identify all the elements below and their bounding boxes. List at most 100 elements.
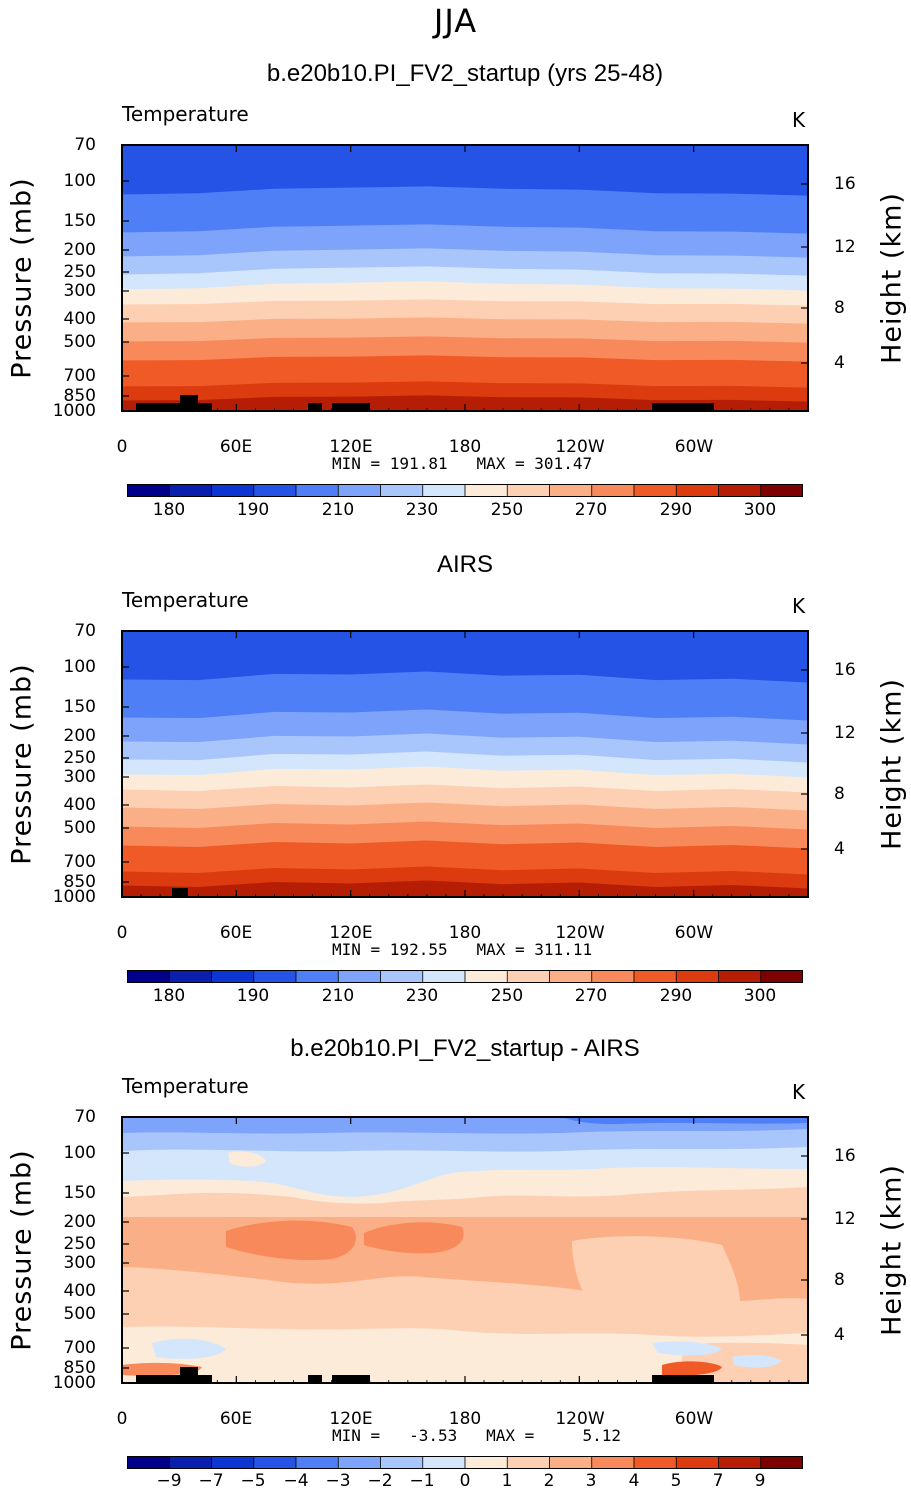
panel3-colorbar-label: 2: [543, 1471, 555, 1491]
panel2-colorbar-label: 210: [321, 986, 355, 1006]
colorbar-box: [127, 970, 170, 983]
panel2-colorbar-label: 190: [236, 986, 270, 1006]
panel2-pressure-tick: 250: [63, 748, 96, 768]
panel2-title: AIRS: [436, 551, 493, 578]
panel1-variable-label: Temperature: [122, 102, 249, 126]
panel1-x-tick: 0: [116, 437, 128, 457]
contour-band: [122, 880, 808, 897]
panel1-pressure-tick: 850: [63, 386, 96, 406]
panel1-height-tick: 4: [834, 353, 845, 373]
panel2-height-tick: 16: [834, 660, 856, 680]
panel2-pressure-tick: 70: [74, 621, 96, 641]
panel3-x-tick: 0: [116, 1409, 128, 1429]
panel3-pressure-tick: 300: [63, 1253, 96, 1273]
panel1-x-tick: 180: [448, 437, 482, 457]
panel3-pressure-axis-title: Pressure (mb): [6, 1149, 38, 1351]
panel3-pressure-tick: 250: [63, 1234, 96, 1254]
panel2-plot: [121, 630, 809, 898]
colorbar-box: [760, 970, 803, 983]
panel3-pressure-tick: 100: [63, 1143, 96, 1163]
panel3-x-tick: 180: [448, 1409, 482, 1429]
colorbar-box: [295, 970, 339, 983]
figure-title: JJA: [433, 2, 478, 40]
panel1-pressure-tick: 300: [63, 281, 96, 301]
panel3-colorbar-label: 4: [628, 1471, 640, 1491]
panel1-height-tick: 12: [834, 237, 856, 257]
panel2-land: [172, 888, 188, 897]
panel3-pressure-tick: 150: [63, 1183, 96, 1203]
panel2-pressure-tick: 1000: [52, 887, 96, 907]
panel1-colorbar-label: 210: [321, 500, 355, 520]
panel3-colorbar-label: 0: [459, 1471, 471, 1491]
panel2-bands: [122, 631, 808, 897]
panel1-colorbar-label: 180: [152, 500, 186, 520]
panel2-x-tick: 60W: [674, 923, 714, 943]
panel3-x-tick: 120W: [555, 1409, 605, 1429]
panel2-variable-label: Temperature: [122, 588, 249, 612]
panel1-colorbar-label: 190: [236, 500, 270, 520]
panel3-pressure-tick: 700: [63, 1338, 96, 1358]
panel1-bands: [122, 145, 808, 411]
panel3-pressure-tick: 850: [63, 1358, 96, 1378]
panel3-pressure-tick: 70: [74, 1107, 96, 1127]
panel1-pressure-tick: 150: [63, 211, 96, 231]
land-mask: [308, 1375, 322, 1383]
colorbar-box: [211, 1456, 255, 1469]
panel2-pressure-tick: 700: [63, 852, 96, 872]
panel2-pressure-tick: 150: [63, 697, 96, 717]
panel1-x-tick: 120E: [329, 437, 373, 457]
panel3-x-tick: 120E: [329, 1409, 373, 1429]
land-mask: [202, 1375, 212, 1383]
panel2-tickmarks: [121, 630, 808, 898]
colorbar-box: [127, 1456, 170, 1469]
panel3-height-tick: 8: [834, 1270, 845, 1290]
panel2-pressure-tick: 850: [63, 872, 96, 892]
panel1-pressure-tick: 250: [63, 262, 96, 282]
panel3-contour-fills: [122, 1117, 808, 1383]
panel2-x-tick: 0: [116, 923, 128, 943]
panel3-colorbar-label: 3: [585, 1471, 597, 1491]
panel1-colorbar: [127, 484, 803, 497]
panel1-title: b.e20b10.PI_FV2_startup (yrs 25-48): [266, 60, 664, 87]
colorbar-box: [633, 970, 677, 983]
land-mask: [136, 403, 202, 411]
panel2-colorbar: [127, 970, 803, 983]
panel2-height-tick: 8: [834, 784, 845, 804]
panel2-height-axis-title: Height (km): [876, 678, 908, 850]
panel1-plot: [121, 144, 809, 412]
colorbar-box: [253, 484, 297, 497]
panel1-colorbar-label: 250: [490, 500, 524, 520]
panel1-colorbar-label: 230: [405, 500, 439, 520]
panel3-colorbar-label: −4: [283, 1471, 309, 1491]
panel3-title: b.e20b10.PI_FV2_startup - AIRS: [290, 1035, 640, 1062]
land-mask: [180, 395, 198, 411]
panel1-pressure-tick: 70: [74, 135, 96, 155]
panel3-x-tick: 60E: [219, 1409, 253, 1429]
panel2-x-tick: 180: [448, 923, 482, 943]
land-mask: [652, 1375, 714, 1383]
panel3-height-axis-title: Height (km): [876, 1164, 908, 1336]
colorbar-box: [464, 484, 508, 497]
panel3-x-tick: 60W: [674, 1409, 714, 1429]
panel3-variable-label: Temperature: [122, 1074, 249, 1098]
colorbar-box: [253, 970, 297, 983]
panel2-colorbar-label: 250: [490, 986, 524, 1006]
panel1-pressure-tick: 400: [63, 309, 96, 329]
panel3-colorbar-label: −1: [409, 1471, 435, 1491]
panel1-pressure-tick: 1000: [52, 401, 96, 421]
panel2-pressure-tick: 400: [63, 795, 96, 815]
panel3-colorbar-label: 5: [670, 1471, 682, 1491]
panel3-colorbar-label: −3: [325, 1471, 351, 1491]
colorbar-box: [591, 1456, 635, 1469]
panel1-x-tick: 120W: [555, 437, 605, 457]
colorbar-box: [380, 970, 424, 983]
panel1-min-max-stats: MIN = 191.81 MAX = 301.47: [332, 454, 593, 473]
panel3-min-max-stats: MIN = -3.53 MAX = 5.12: [332, 1426, 621, 1445]
panel1-height-tick: 8: [834, 298, 845, 318]
colorbar-box: [506, 1456, 551, 1469]
panel2-height-tick: 12: [834, 723, 856, 743]
colorbar-box: [464, 970, 508, 983]
panel2-pressure-tick: 500: [63, 818, 96, 838]
panel1-colorbar-label: 270: [574, 500, 608, 520]
panel2-pressure-axis-title: Pressure (mb): [6, 663, 38, 865]
